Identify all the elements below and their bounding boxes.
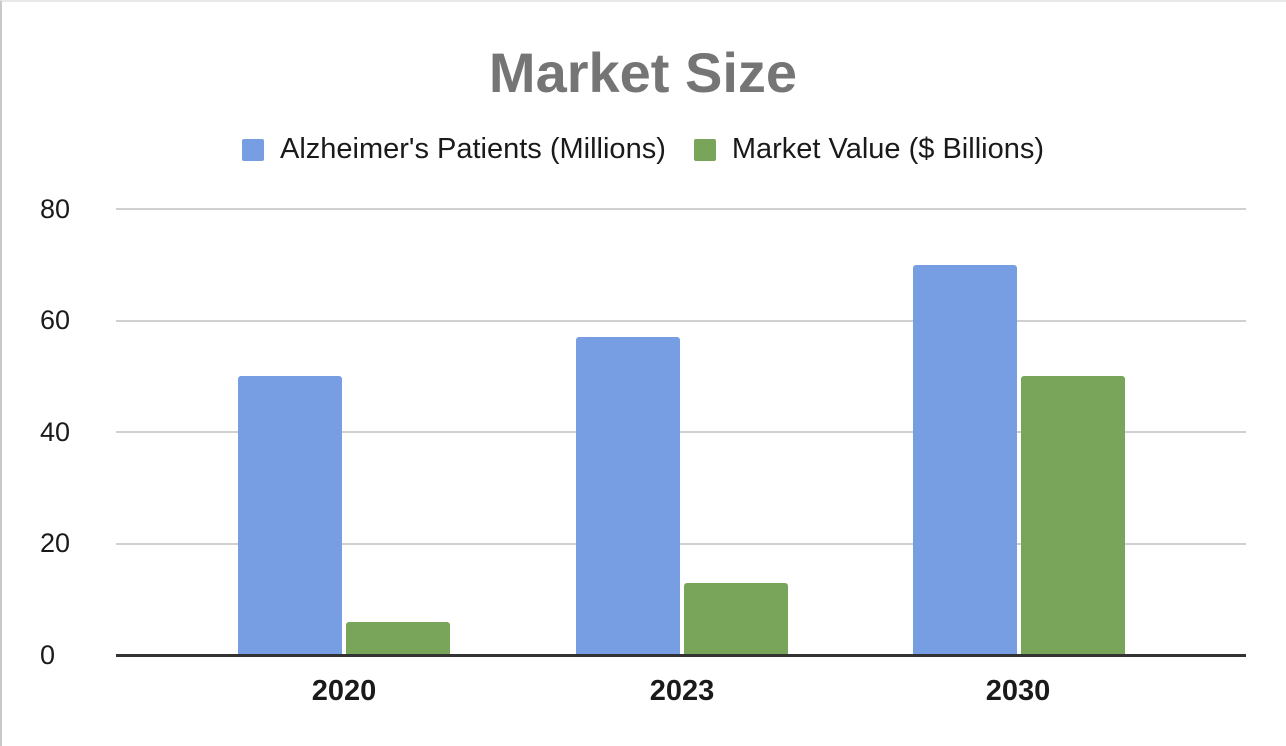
legend-swatch-market-value — [693, 138, 716, 161]
bar-2023-market-value — [684, 582, 788, 655]
x-tick-2020: 2020 — [311, 675, 377, 707]
bar-2030-patients — [913, 264, 1017, 655]
legend-label-market-value: Market Value ($ Billions) — [731, 133, 1044, 165]
gridline-40 — [116, 431, 1246, 433]
gridline-80 — [116, 208, 1246, 210]
x-tick-2030: 2030 — [985, 675, 1051, 707]
chart-title: Market Size — [488, 41, 798, 104]
bar-2030-market-value — [1021, 376, 1125, 655]
legend-label-patients: Alzheimer's Patients (Millions) — [279, 133, 666, 165]
legend-item-market-value: Market Value ($ Billions) — [693, 133, 1044, 166]
gridline-20 — [116, 543, 1246, 545]
y-tick-60: 60 — [40, 305, 71, 335]
y-tick-20: 20 — [40, 528, 71, 558]
bar-2020-market-value — [346, 621, 450, 655]
x-tick-2023: 2023 — [649, 675, 715, 707]
legend-item-patients: Alzheimer's Patients (Millions) — [241, 133, 666, 166]
y-tick-40: 40 — [40, 417, 71, 447]
x-axis-line — [116, 654, 1246, 657]
bar-2020-patients — [238, 376, 342, 655]
y-tick-0: 0 — [40, 640, 56, 670]
legend-swatch-patients — [241, 138, 264, 161]
gridline-60 — [116, 320, 1246, 322]
bar-2023-patients — [576, 337, 680, 655]
chart-legend: Alzheimer's Patients (Millions) Market V… — [0, 133, 1286, 166]
y-tick-80: 80 — [40, 194, 71, 224]
